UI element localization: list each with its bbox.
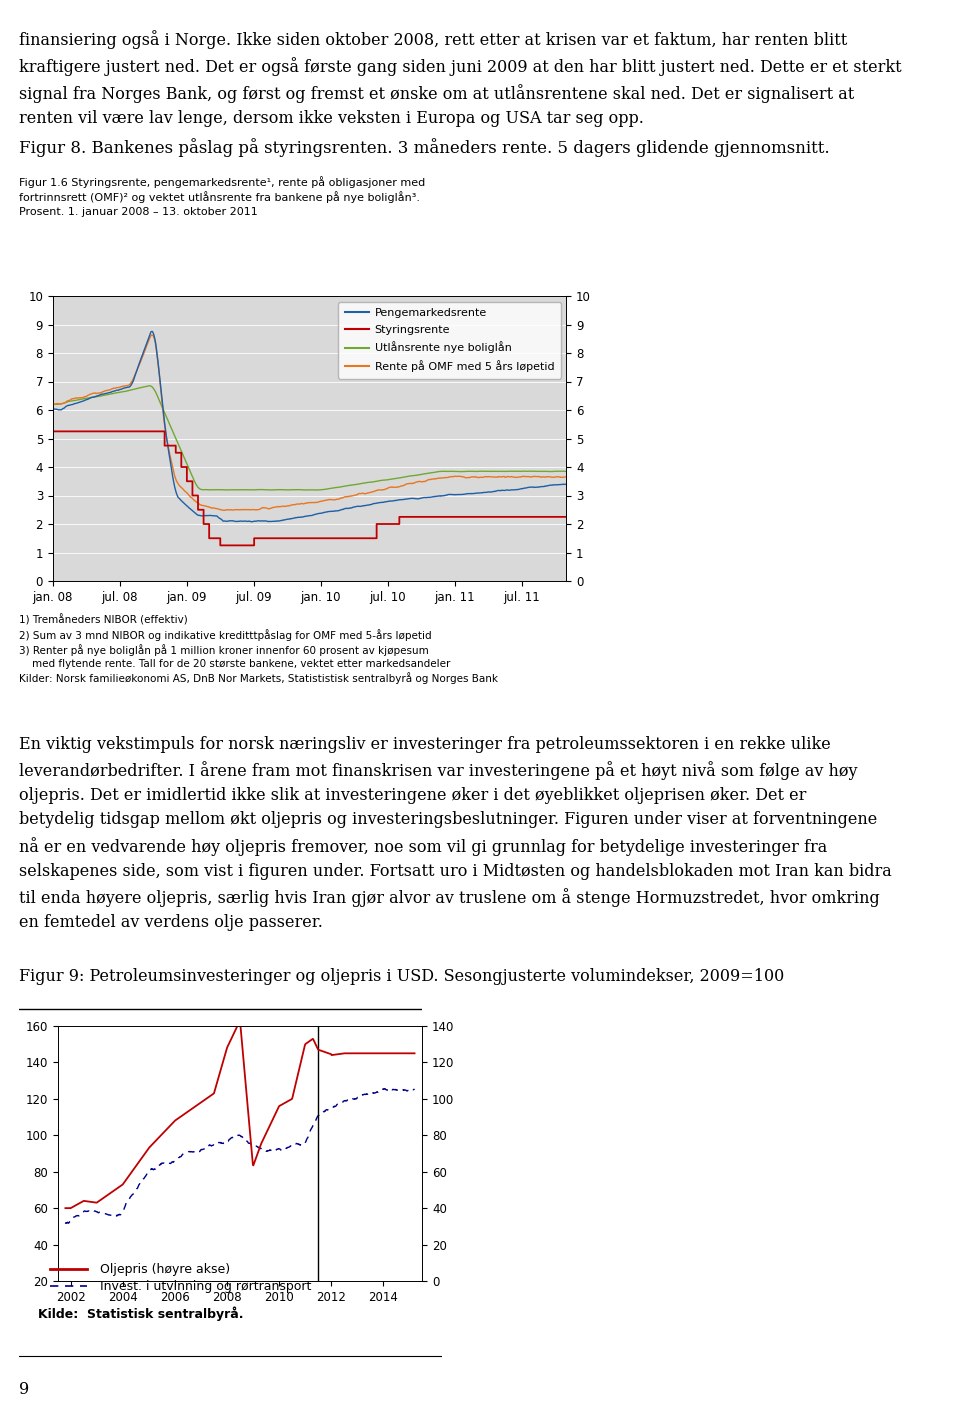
Text: Figur 8. Bankenes påslag på styringsrenten. 3 måneders rente. 5 dagers glidende : Figur 8. Bankenes påslag på styringsrent… (19, 138, 829, 157)
Legend: Pengemarkedsrente, Styringsrente, Utlånsrente nye boliglån, Rente på OMF med 5 å: Pengemarkedsrente, Styringsrente, Utlåns… (338, 302, 561, 379)
Text: 1) Tremåneders NIBOR (effektiv)
2) Sum av 3 mnd NIBOR og indikative kreditttpåsl: 1) Tremåneders NIBOR (effektiv) 2) Sum a… (19, 614, 498, 685)
Text: Figur 9: Petroleumsinvesteringer og oljepris i USD. Sesongjusterte volumindekser: Figur 9: Petroleumsinvesteringer og olje… (19, 968, 784, 985)
Text: 9: 9 (19, 1381, 30, 1398)
Text: finansiering også i Norge. Ikke siden oktober 2008, rett etter at krisen var et : finansiering også i Norge. Ikke siden ok… (19, 30, 901, 127)
Legend: Oljepris (høyre akse), Invest. i utvinning og rørtransport: Oljepris (høyre akse), Invest. i utvinni… (45, 1259, 316, 1299)
Text: Figur 1.6 Styringsrente, pengemarkedsrente¹, rente på obligasjoner med
fortrinns: Figur 1.6 Styringsrente, pengemarkedsren… (19, 175, 425, 216)
Text: Kilde:  Statistisk sentralbyrå.: Kilde: Statistisk sentralbyrå. (38, 1306, 244, 1321)
Text: En viktig vekstimpuls for norsk næringsliv er investeringer fra petroleumssektor: En viktig vekstimpuls for norsk næringsl… (19, 736, 892, 931)
